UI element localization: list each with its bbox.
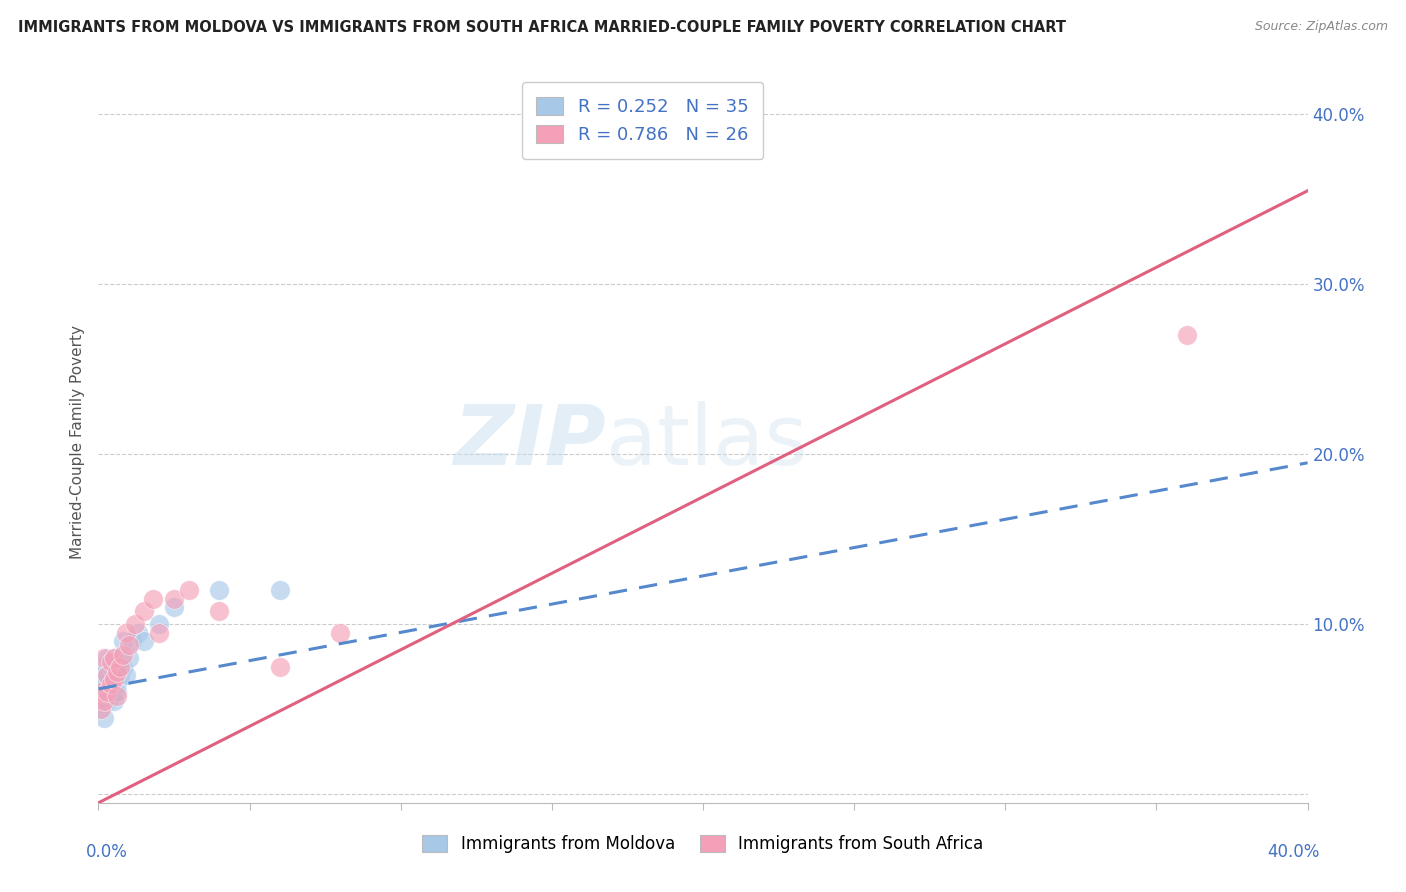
Point [127,625,149,640]
Point [103,694,125,708]
Text: 40.0%: 40.0% [1267,843,1320,861]
Point [93,677,115,691]
Point [90,668,112,682]
Point [100,660,122,674]
Point [105,677,128,691]
Point [100,689,122,703]
Point [103,651,125,665]
Point [148,617,170,632]
Point [124,617,146,632]
Point [93,694,115,708]
Point [100,655,122,669]
Point [96,685,118,699]
Point [103,668,125,682]
Point [105,665,128,679]
Point [105,660,128,674]
Point [269,660,291,674]
Point [163,591,186,606]
Point [90,702,112,716]
Point [105,689,128,703]
Point [108,668,131,682]
Point [96,651,118,665]
Point [329,625,352,640]
Point [90,694,112,708]
Point [93,685,115,699]
Point [208,583,231,598]
Point [121,634,143,648]
Text: atlas: atlas [606,401,808,482]
Point [105,685,128,699]
Point [103,651,125,665]
Point [132,634,155,648]
Text: ZIP: ZIP [454,401,606,482]
Text: Source: ZipAtlas.com: Source: ZipAtlas.com [1254,20,1388,33]
Point [100,677,122,691]
Y-axis label: Married-Couple Family Poverty: Married-Couple Family Poverty [70,325,86,558]
Text: IMMIGRANTS FROM MOLDOVA VS IMMIGRANTS FROM SOUTH AFRICA MARRIED-COUPLE FAMILY PO: IMMIGRANTS FROM MOLDOVA VS IMMIGRANTS FR… [18,20,1066,35]
Point [208,604,231,618]
Point [118,638,141,652]
Point [163,600,186,615]
Point [148,625,170,640]
Point [90,677,112,691]
Legend: Immigrants from Moldova, Immigrants from South Africa: Immigrants from Moldova, Immigrants from… [416,828,990,860]
Point [100,677,122,691]
Point [132,604,155,618]
Point [111,634,134,648]
Point [111,648,134,662]
Point [90,702,112,716]
Point [111,660,134,674]
Point [114,668,136,682]
Point [93,711,115,725]
Point [142,591,165,606]
Point [103,672,125,686]
Point [96,685,118,699]
Point [93,660,115,674]
Point [1175,328,1198,343]
Point [179,583,201,598]
Point [96,668,118,682]
Point [269,583,291,598]
Point [90,685,112,699]
Point [114,625,136,640]
Point [108,651,131,665]
Point [96,694,118,708]
Point [103,685,125,699]
Point [96,668,118,682]
Point [108,660,131,674]
Point [118,651,141,665]
Text: 0.0%: 0.0% [86,843,128,861]
Point [93,651,115,665]
